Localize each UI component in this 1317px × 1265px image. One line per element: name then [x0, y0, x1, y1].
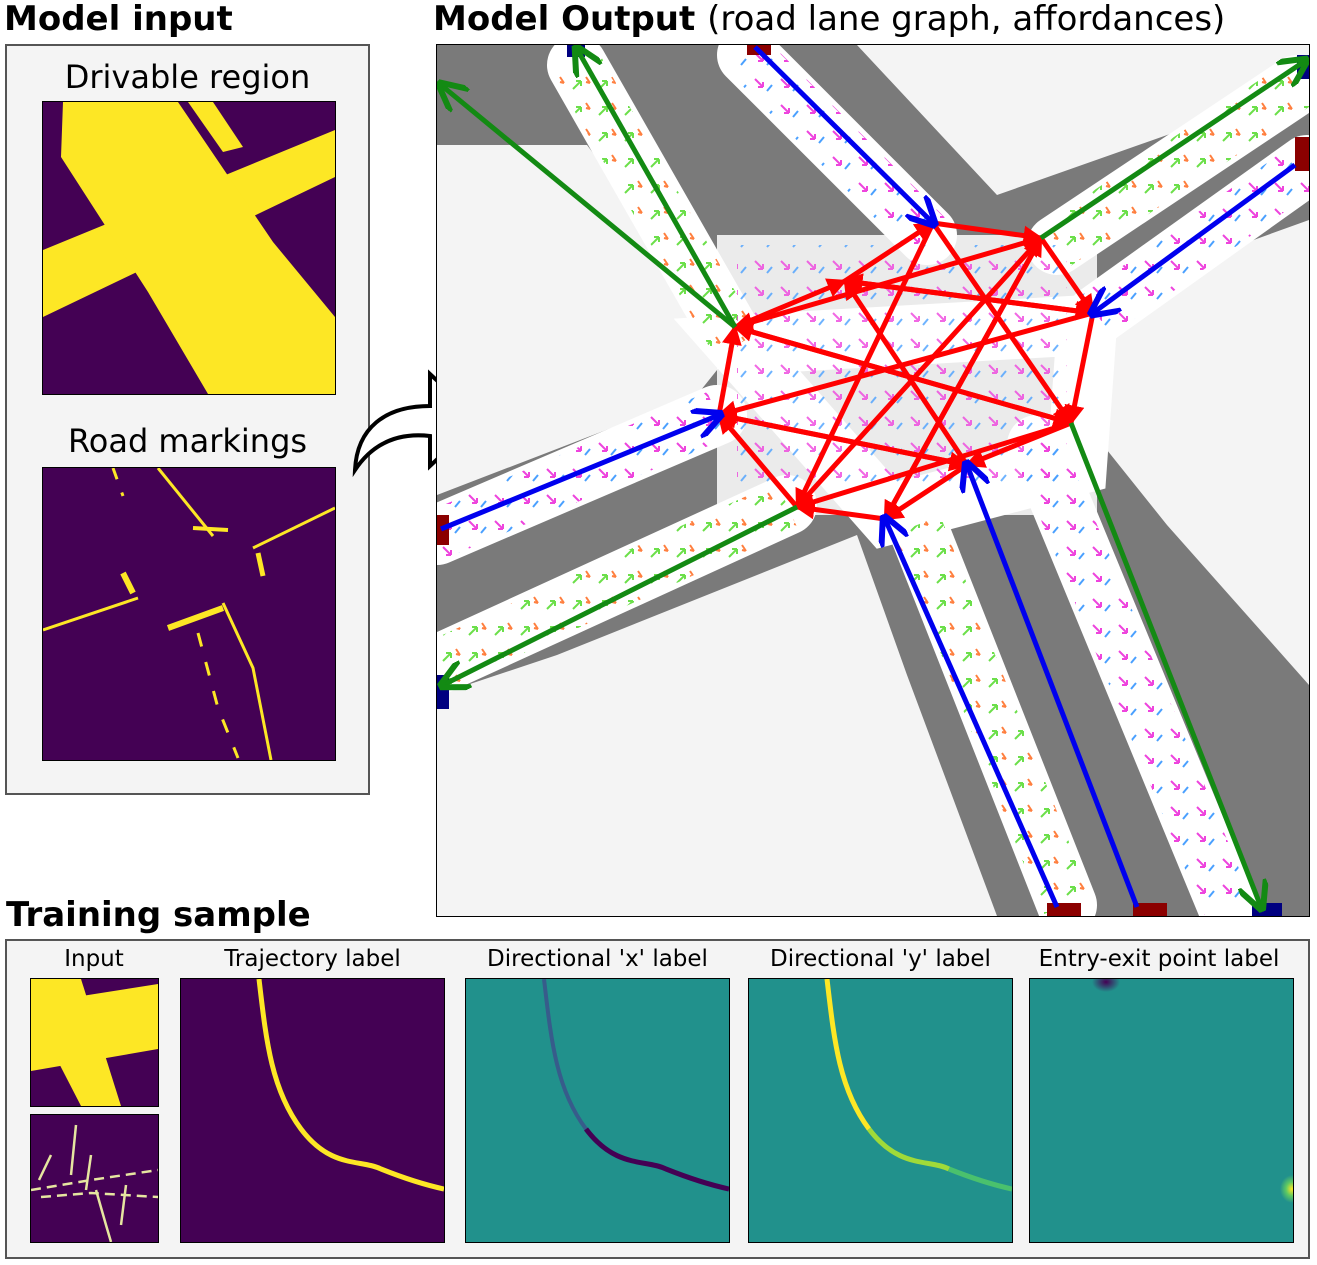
- input-drivable-thumbnail: [30, 978, 159, 1107]
- training-sample-title: Training sample: [6, 895, 311, 935]
- entry-exit-label-image: [1029, 978, 1294, 1243]
- drivable-region-image: [42, 101, 336, 395]
- model-output-title: Model Output (road lane graph, affordanc…: [433, 2, 1225, 36]
- dir-y-label-title: Directional 'y' label: [770, 946, 991, 972]
- drivable-region-label: Drivable region: [64, 58, 311, 96]
- input-label: Input: [64, 946, 124, 972]
- road-markings-label: Road markings: [67, 422, 308, 460]
- lane-graph-output: [436, 44, 1310, 917]
- dir-x-label-image: [465, 978, 730, 1243]
- trajectory-label-image: [180, 978, 445, 1243]
- entry-exit-label-title: Entry-exit point label: [1038, 946, 1280, 972]
- model-output-title-bold: Model Output: [433, 0, 696, 39]
- training-sample-panel: Input Trajectory label Directional 'x' l…: [5, 939, 1310, 1259]
- dir-x-label-title: Directional 'x' label: [487, 946, 708, 972]
- trajectory-label-title: Trajectory label: [224, 946, 401, 972]
- road-markings-image: [42, 467, 336, 761]
- model-output-title-rest: (road lane graph, affordances): [707, 0, 1226, 39]
- model-input-title: Model input: [4, 0, 233, 39]
- dir-y-label-image: [748, 978, 1013, 1243]
- input-markings-thumbnail: [30, 1114, 159, 1243]
- model-input-panel: Drivable region Road markings: [5, 44, 370, 795]
